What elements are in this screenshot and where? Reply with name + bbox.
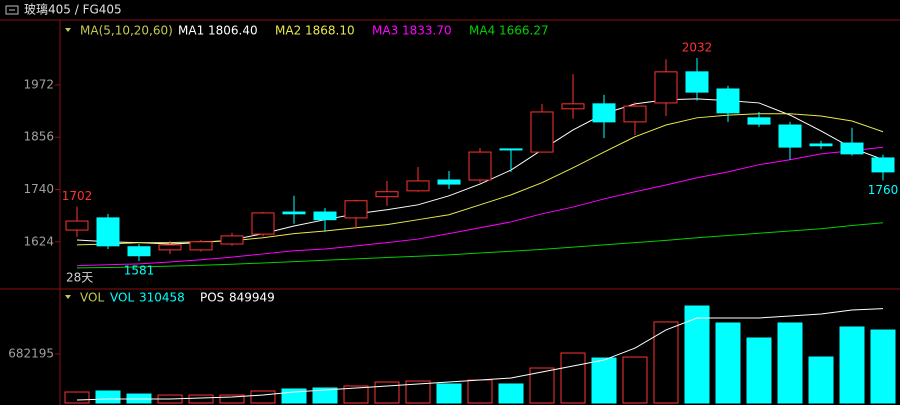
period-label: 28天 — [66, 271, 93, 285]
candle-body — [127, 246, 151, 257]
legend-name: MA2 — [275, 24, 301, 38]
volume-bar — [95, 390, 121, 404]
candle-body — [437, 179, 461, 185]
candle-body — [96, 217, 120, 247]
candle-body — [282, 211, 306, 215]
volume-bar — [715, 322, 741, 404]
readout-name: POS — [200, 291, 224, 305]
volume-bar — [653, 321, 679, 404]
volume-bar — [498, 383, 524, 404]
menu-arrow[interactable] — [65, 28, 71, 32]
low-label: 1760 — [868, 183, 899, 197]
high-label: 1702 — [62, 189, 93, 203]
legend-name: MA3 — [372, 24, 398, 38]
y-tick-label: 1740 — [23, 182, 54, 196]
menu-arrow[interactable] — [65, 295, 71, 299]
legend-value: 1806.40 — [208, 24, 258, 38]
candle-body — [840, 142, 864, 155]
candle-body — [344, 200, 368, 219]
volume-bar — [343, 385, 369, 404]
candle-body — [189, 241, 213, 251]
candle-body — [592, 103, 616, 123]
candle-body — [716, 88, 740, 114]
volume-bar — [405, 380, 431, 404]
line — [76, 308, 884, 401]
candle-body — [623, 105, 647, 123]
volume-bar — [777, 322, 803, 404]
indicator-label: VOL — [80, 291, 104, 305]
candle-body — [871, 157, 895, 173]
title: 玻璃405 / FG405 — [24, 3, 122, 17]
candle-body — [778, 124, 802, 148]
readout-value: 310458 — [139, 291, 185, 305]
legend-value: 1868.10 — [305, 24, 355, 38]
volume-bar — [746, 337, 772, 404]
line — [76, 222, 884, 269]
candle-body — [251, 212, 275, 235]
candle-body — [561, 103, 585, 110]
candle-body — [313, 211, 337, 221]
indicator-label: MA(5,10,20,60) — [80, 24, 173, 38]
legend-name: MA1 — [178, 24, 204, 38]
volume-bar — [560, 352, 586, 404]
volume-bar — [374, 381, 400, 404]
volume-bar — [312, 387, 338, 404]
candle-body — [654, 71, 678, 104]
candle-body — [158, 244, 182, 251]
candle-body — [406, 180, 430, 192]
volume-bar — [808, 356, 834, 404]
candle-body — [65, 220, 89, 231]
candle-body — [375, 191, 399, 198]
legend-value: 1833.70 — [402, 24, 452, 38]
volume-bar — [622, 356, 648, 404]
volume-bar — [219, 394, 245, 404]
volume-bar — [591, 357, 617, 404]
candle-body — [499, 148, 523, 151]
icon — [5, 5, 19, 15]
y-tick-label: 1624 — [23, 234, 54, 248]
volume-bar — [436, 383, 462, 404]
candle-body — [809, 143, 833, 147]
volume-bar — [188, 394, 214, 404]
low-label: 1581 — [124, 264, 155, 278]
line — [76, 146, 884, 267]
candle-body — [747, 117, 771, 125]
candle-body — [468, 151, 492, 181]
legend-value: 1666.27 — [499, 24, 549, 38]
volume-bar — [250, 390, 276, 404]
title-bar — [0, 0, 900, 20]
volume-bar — [684, 305, 710, 404]
y-tick-label: 682195 — [8, 346, 54, 360]
y-tick-label: 1856 — [23, 130, 54, 144]
candle-body — [685, 71, 709, 93]
volume-bar — [64, 391, 90, 404]
legend-name: MA4 — [469, 24, 495, 38]
readout-value: 849949 — [229, 291, 275, 305]
readout-name: VOL — [110, 291, 134, 305]
candle-body — [220, 235, 244, 245]
volume-bar — [467, 379, 493, 404]
y-tick-label: 1972 — [23, 77, 54, 91]
volume-bar — [839, 326, 865, 404]
volume-bar — [870, 329, 896, 404]
high-label: 2032 — [682, 40, 713, 54]
candle-body — [530, 111, 554, 153]
